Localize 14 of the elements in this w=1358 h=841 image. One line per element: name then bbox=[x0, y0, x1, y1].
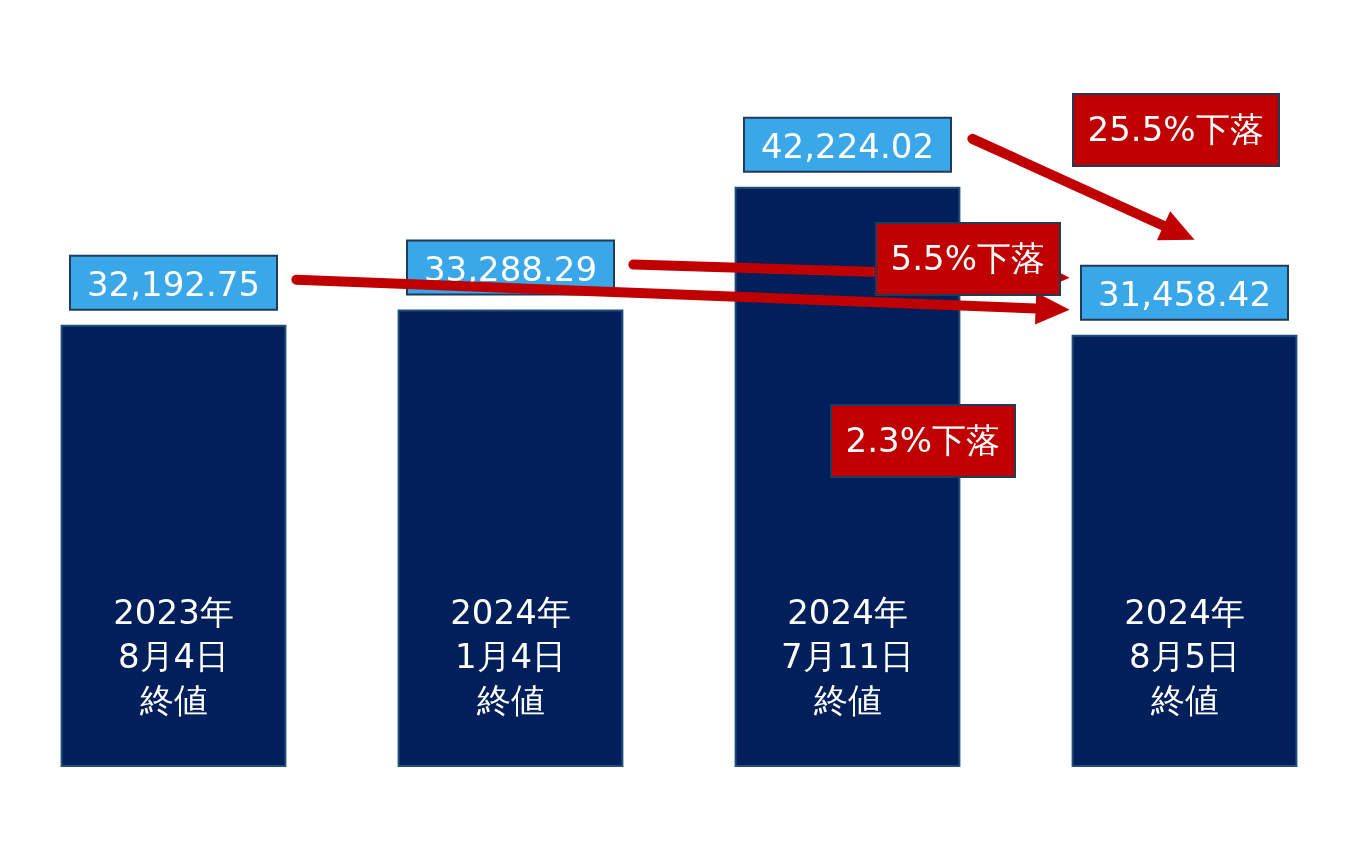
annotation: 5.5%下落 bbox=[874, 222, 1061, 296]
annotation: 2.3%下落 bbox=[829, 404, 1016, 478]
data-label: 32,192.75 bbox=[86, 263, 261, 304]
text: 25.5%下落 bbox=[1071, 93, 1280, 167]
bar bbox=[397, 309, 624, 767]
data-label: 33,288.29 bbox=[423, 248, 598, 289]
x-tick-label: 2024年1月4日終値 bbox=[450, 592, 571, 720]
x-tick-label: 2024年7月11日終値 bbox=[781, 592, 914, 720]
bar bbox=[60, 324, 287, 767]
x-tick-label: 2023年8月4日終値 bbox=[113, 592, 234, 720]
data-label: 31,458.42 bbox=[1097, 273, 1272, 314]
x-tick-label: 2024年8月5日終値 bbox=[1124, 592, 1245, 720]
data-label: 42,224.02 bbox=[760, 125, 935, 166]
bar bbox=[1071, 334, 1298, 767]
